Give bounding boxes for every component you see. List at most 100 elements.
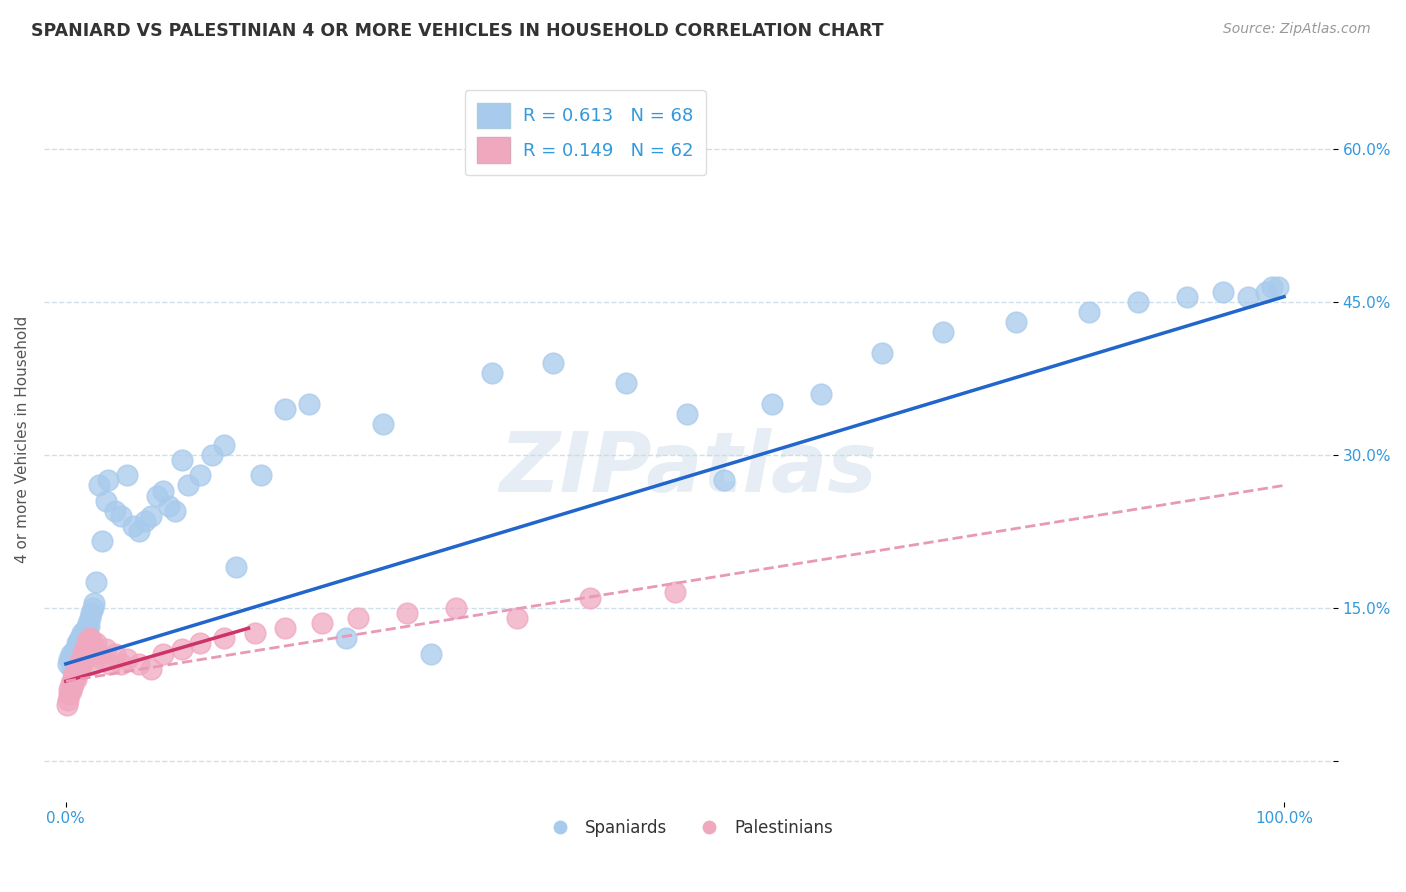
Point [73,629,96,643]
Point [65,664,87,678]
Point [541,356,564,370]
Point [201,448,224,462]
Point [84,636,107,650]
Point [58,688,80,702]
Point [1261,279,1284,293]
Point [481,366,503,380]
Point [66,667,89,681]
Point [870,346,893,360]
Point [1078,305,1101,319]
Point [73,652,96,666]
Point [79,611,101,625]
Point [1254,285,1277,299]
Point [713,473,735,487]
Point [58,692,80,706]
Point [58,682,80,697]
Point [65,641,87,656]
Point [614,376,637,391]
Point [1236,290,1258,304]
Point [82,600,104,615]
Legend: Spaniards, Palestinians: Spaniards, Palestinians [537,813,839,844]
Point [66,640,89,654]
Point [63,670,86,684]
Point [72,654,94,668]
Point [371,417,394,432]
Point [311,616,333,631]
Point [76,640,98,654]
Point [67,633,90,648]
Point [69,654,91,668]
Point [165,504,187,518]
Point [69,632,91,646]
Point [80,606,103,620]
Point [70,652,93,666]
Text: Source: ZipAtlas.com: Source: ZipAtlas.com [1223,22,1371,37]
Point [110,508,132,523]
Point [63,667,86,681]
Point [66,664,89,678]
Point [243,626,266,640]
Point [60,674,83,689]
Point [60,681,83,695]
Point [212,632,235,646]
Point [94,493,117,508]
Point [76,643,98,657]
Point [62,652,84,666]
Point [578,591,600,605]
Point [103,504,125,518]
Point [75,624,97,638]
Point [1267,279,1289,293]
Point [420,647,443,661]
Point [72,633,94,648]
Point [69,660,91,674]
Point [212,437,235,451]
Point [58,657,80,671]
Point [505,611,527,625]
Point [70,657,93,671]
Point [664,585,686,599]
Point [1175,290,1198,304]
Point [84,575,107,590]
Point [188,468,211,483]
Point [110,657,132,671]
Point [152,647,174,661]
Point [1212,285,1234,299]
Point [170,641,193,656]
Point [298,397,321,411]
Point [157,499,180,513]
Y-axis label: 4 or more Vehicles in Household: 4 or more Vehicles in Household [15,316,30,563]
Point [676,407,699,421]
Point [347,611,370,625]
Point [65,672,87,686]
Point [134,514,156,528]
Point [146,489,169,503]
Point [58,652,80,666]
Point [444,600,467,615]
Point [91,534,114,549]
Point [66,636,89,650]
Point [115,468,138,483]
Point [335,632,357,646]
Text: ZIPatlas: ZIPatlas [499,428,877,509]
Point [60,662,83,676]
Text: SPANIARD VS PALESTINIAN 4 OR MORE VEHICLES IN HOUSEHOLD CORRELATION CHART: SPANIARD VS PALESTINIAN 4 OR MORE VEHICL… [31,22,883,40]
Point [1126,294,1149,309]
Point [761,397,783,411]
Point [121,519,143,533]
Point [139,508,162,523]
Point [70,626,93,640]
Point [395,606,418,620]
Point [128,524,150,539]
Point [128,657,150,671]
Point [83,596,105,610]
Point [152,483,174,498]
Point [56,698,79,712]
Point [63,643,86,657]
Point [810,386,832,401]
Point [1005,315,1028,329]
Point [83,641,105,656]
Point [76,633,98,648]
Point [188,636,211,650]
Point [66,660,89,674]
Point [97,473,120,487]
